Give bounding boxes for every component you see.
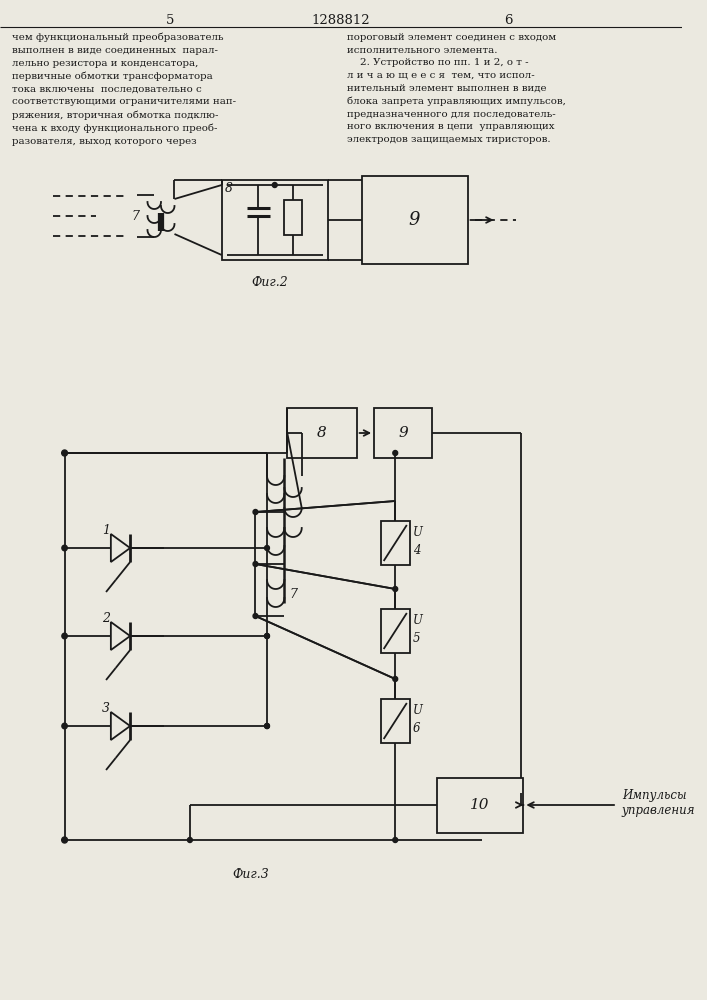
Circle shape	[62, 837, 67, 843]
Circle shape	[253, 562, 258, 566]
Circle shape	[393, 586, 397, 591]
Bar	[361, 176, 467, 264]
Bar	[287, 408, 356, 458]
Text: 5: 5	[413, 632, 420, 645]
Text: Фиг.3: Фиг.3	[233, 868, 269, 881]
Bar	[381, 699, 409, 743]
Text: 8: 8	[225, 182, 233, 195]
Circle shape	[62, 450, 67, 456]
Text: 9: 9	[409, 211, 420, 229]
Circle shape	[62, 633, 67, 639]
Circle shape	[272, 182, 277, 188]
Circle shape	[264, 634, 269, 639]
Circle shape	[393, 450, 397, 456]
Text: 6: 6	[413, 722, 420, 734]
Circle shape	[253, 510, 258, 514]
Text: пороговый элемент соединен с входом
исполнительного элемента.
    2. Устройство : пороговый элемент соединен с входом испо…	[347, 33, 566, 144]
Bar	[222, 180, 328, 260]
Text: 1: 1	[102, 524, 110, 536]
Circle shape	[393, 676, 397, 682]
Circle shape	[264, 546, 269, 550]
Circle shape	[264, 724, 269, 728]
Text: 1288812: 1288812	[311, 14, 370, 27]
Text: 7: 7	[132, 210, 140, 223]
Text: 3: 3	[102, 702, 110, 714]
Text: U: U	[413, 526, 423, 540]
Bar	[284, 200, 302, 235]
Text: 4: 4	[413, 544, 420, 556]
Circle shape	[253, 613, 258, 618]
Circle shape	[264, 634, 269, 639]
Text: 6: 6	[504, 14, 513, 27]
Text: 8: 8	[317, 426, 327, 440]
Circle shape	[187, 838, 192, 842]
Text: 2: 2	[102, 611, 110, 624]
Bar	[437, 778, 523, 833]
Circle shape	[62, 723, 67, 729]
Text: чем функциональный преобразователь
выполнен в виде соединенных  парал-
лельно ре: чем функциональный преобразователь выпол…	[11, 33, 235, 146]
Text: Фиг.2: Фиг.2	[252, 276, 288, 289]
Text: 5: 5	[165, 14, 174, 27]
Bar	[381, 521, 409, 565]
Text: 10: 10	[470, 798, 490, 812]
Circle shape	[264, 724, 269, 728]
Circle shape	[393, 838, 397, 842]
Text: U: U	[413, 704, 423, 718]
Bar	[381, 609, 409, 653]
Bar	[374, 408, 432, 458]
Text: 7: 7	[289, 588, 297, 601]
Text: 9: 9	[398, 426, 408, 440]
Circle shape	[62, 545, 67, 551]
Text: Импульсы
управления: Импульсы управления	[621, 789, 695, 817]
Text: U: U	[413, 614, 423, 628]
